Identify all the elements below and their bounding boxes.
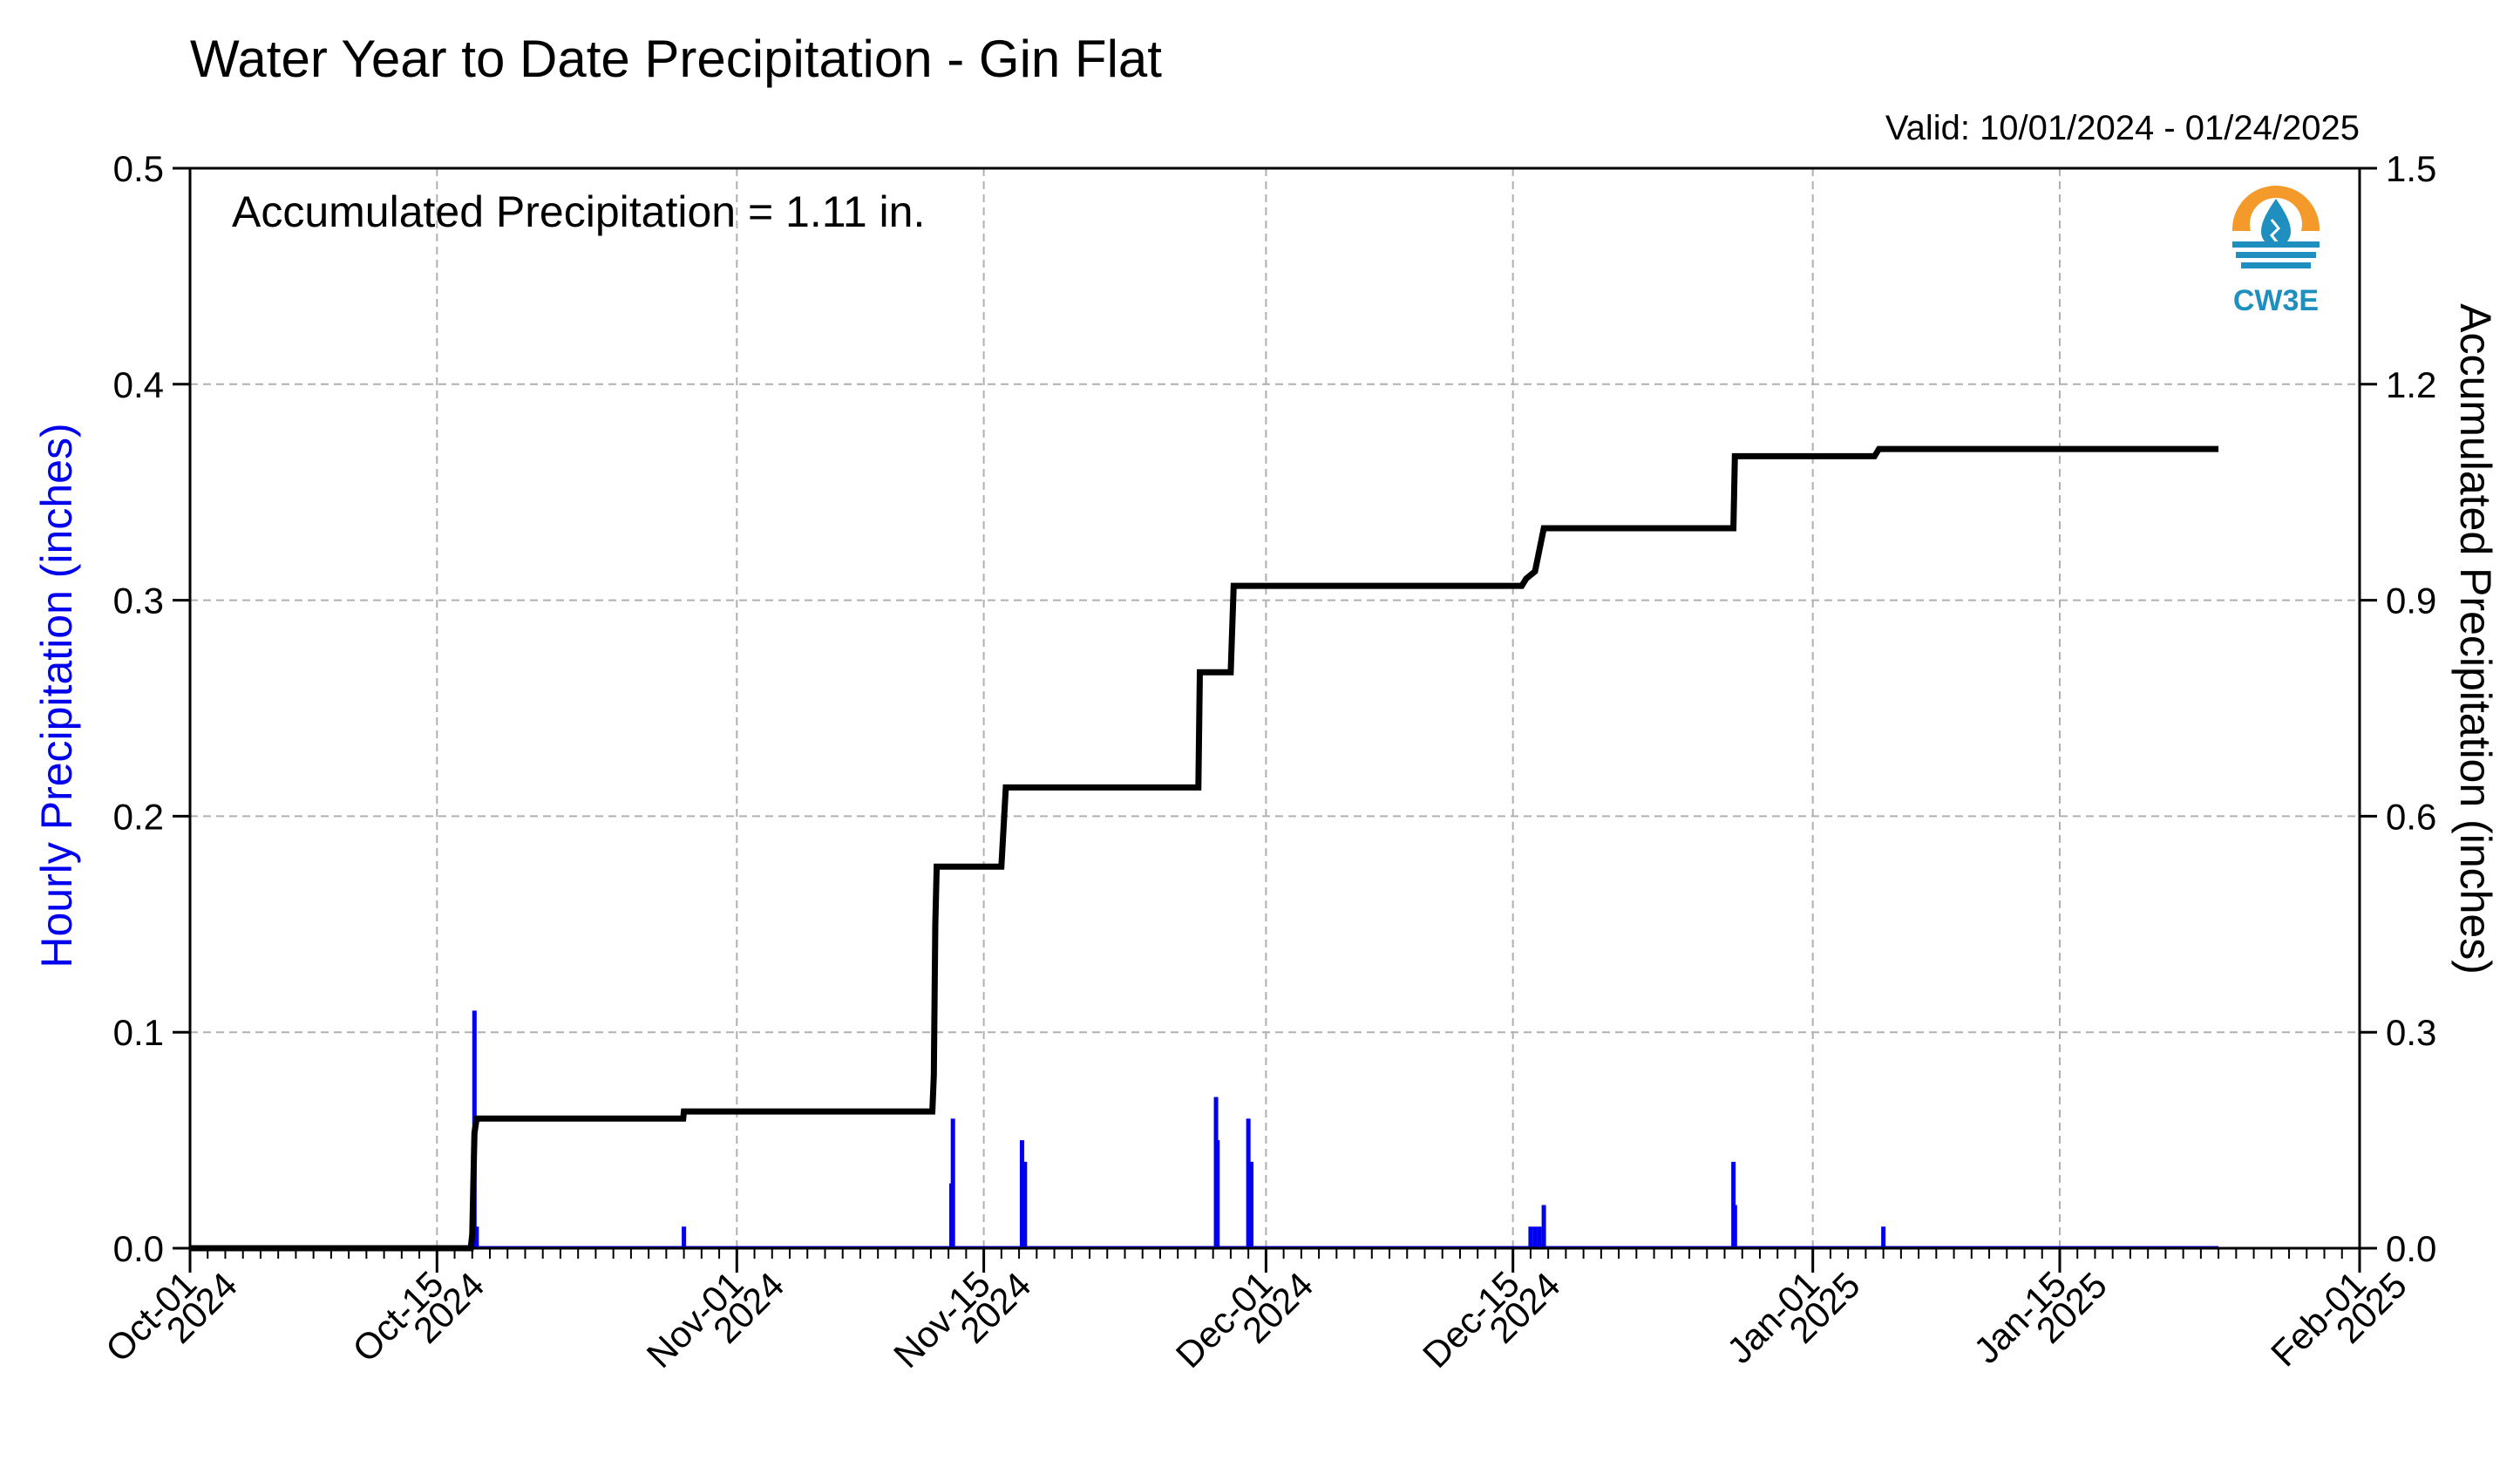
y-left-tick-label: 0.5 (113, 148, 164, 189)
y-right-tick-label: 1.2 (2386, 364, 2436, 405)
hourly-bar (1532, 1226, 1538, 1248)
hourly-bar (1019, 1140, 1024, 1248)
y-left-tick-label: 0.0 (113, 1228, 164, 1269)
y-axis-right-label: Accumulated Precipitation (inches) (2451, 303, 2500, 975)
chart-title: Water Year to Date Precipitation - Gin F… (190, 30, 1162, 88)
y-right-tick-label: 0.0 (2386, 1228, 2436, 1269)
hourly-bar (474, 1226, 479, 1248)
y-right-tick-label: 1.5 (2386, 148, 2436, 189)
hourly-bar (1022, 1161, 1028, 1248)
y-right-tick-label: 0.9 (2386, 581, 2436, 621)
logo-text: CW3E (2233, 284, 2319, 317)
plot-frame (188, 166, 2361, 1250)
accumulated-line (190, 445, 2219, 1252)
chart-subtitle: Valid: 10/01/2024 - 01/24/2025 (1885, 109, 2360, 147)
hourly-bar (1881, 1226, 1886, 1248)
logo-bolt (2269, 219, 2281, 245)
grid (190, 168, 2360, 1248)
hourly-bar (1541, 1205, 1546, 1248)
cw3e-logo: CW3E (2232, 186, 2320, 317)
logo-wave-1 (2232, 241, 2320, 248)
accumulated-annotation: Accumulated Precipitation = 1.11 in. (232, 187, 925, 236)
hourly-bar (1249, 1161, 1254, 1248)
y-right-tick-label: 0.6 (2386, 796, 2436, 837)
hourly-bar (1732, 1205, 1737, 1248)
y-left-tick-label: 0.4 (113, 364, 164, 405)
hourly-bar (1537, 1226, 1542, 1248)
y-left-tick-label: 0.1 (113, 1012, 164, 1053)
y-left-tick-label: 0.3 (113, 581, 164, 621)
y-left-tick-label: 0.2 (113, 796, 164, 837)
y-right-tick-label: 0.3 (2386, 1012, 2436, 1053)
accumulated-line-path (190, 445, 2219, 1252)
hourly-bar (1528, 1226, 1533, 1248)
logo-wave-2 (2236, 252, 2316, 258)
y-axis-left-label: Hourly Precipitation (inches) (32, 423, 81, 968)
hourly-bar (1246, 1118, 1251, 1248)
hourly-bar (682, 1226, 687, 1248)
hourly-bar (950, 1118, 955, 1248)
hourly-bar (1215, 1140, 1220, 1248)
logo-wave-3 (2241, 262, 2311, 268)
water-drop-icon (2261, 199, 2291, 247)
